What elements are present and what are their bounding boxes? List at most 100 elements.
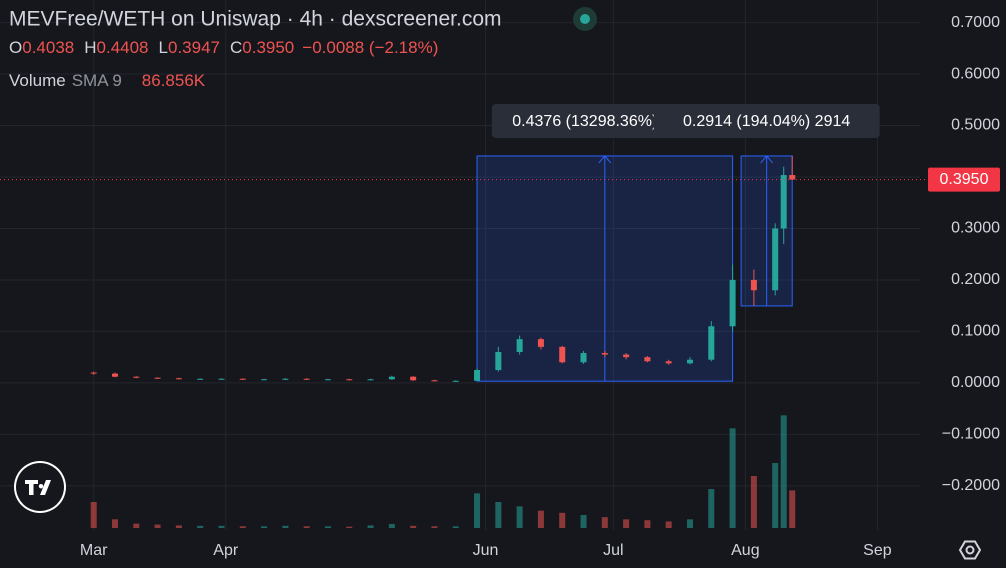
volume-bar [261,526,268,528]
y-tick-label: −0.1000 [942,426,1000,443]
measure-label: 0.2914 (194.04%) 2914 [683,113,850,130]
volume-bar [750,476,757,528]
candle-body [772,228,779,291]
y-tick-label: 0.2000 [951,271,1000,288]
ohlc-key: O [9,38,22,57]
candle-body [197,378,204,380]
volume-bar [175,525,182,528]
y-tick-label: 0.7000 [951,14,1000,31]
candle-body [324,379,331,381]
x-tick-label: Jun [473,542,499,559]
volume-bar [516,506,523,528]
measure-label: 0.4376 (13298.36%) 4376 [512,113,697,130]
x-tick-label: Mar [80,542,108,559]
volume-bar [708,489,715,528]
candle-body [623,354,630,358]
candle-body [644,357,651,362]
candle-body [452,380,459,382]
volume-bar [729,428,736,528]
volume-bar [282,525,289,528]
grid [0,0,920,530]
volume-bar [780,415,787,528]
volume-bar [601,517,608,528]
volume-bar [90,502,97,528]
settings-icon[interactable] [958,540,982,560]
header: MEVFree/WETH on Uniswap · 4h · dexscreen… [9,7,597,90]
candle-body [495,352,502,371]
volume-bar [474,493,481,528]
candles [90,156,796,382]
candle-body [601,353,608,355]
candle-body [516,339,523,352]
y-tick-label: 0.1000 [951,323,1000,340]
volume-bar [623,519,630,528]
volume-bar [452,526,459,528]
volume-bar [559,512,566,528]
candle-body [559,346,566,363]
measure-arrowhead [598,155,612,164]
chart-title: MEVFree/WETH on Uniswap · 4h · dexscreen… [9,8,502,31]
ohlc-key: H [84,38,96,57]
settings-dot [965,545,975,555]
volume-legend: Volume SMA 9 86.856K [9,71,206,90]
volume-pane [90,415,796,528]
volume-bar [772,463,779,528]
ohlc-value: 0.4038 [22,38,74,57]
volume-bar [537,510,544,528]
y-tick-label: 0.5000 [951,117,1000,134]
candle-body [474,370,481,381]
candle-body [537,339,544,347]
price-tag: 0.3950 [940,171,989,188]
candle-body [133,376,140,378]
candle-body [708,326,715,360]
x-tick-label: Aug [731,542,759,559]
candle-body [410,376,417,381]
volume-bar [687,519,693,528]
volume-bar [324,526,331,528]
volume-bar [346,526,353,528]
candle-body [154,377,161,379]
tv-logo[interactable] [14,461,66,513]
candle-body [367,379,374,381]
volume-bar [495,502,502,528]
ohlc-change: −0.0088 (−2.18%) [302,38,438,57]
candle-body [282,378,289,380]
axes: 0.70000.60000.50000.40000.30000.20000.10… [0,14,1000,559]
volume-bar [154,524,161,528]
candle-body [303,378,310,380]
volume-bar [303,526,310,528]
volume-bar [789,490,796,528]
x-tick-label: Sep [863,542,892,559]
candle-body [112,373,118,377]
ohlc-value: 0.3950 [242,38,294,57]
ohlc-key: L [159,38,168,57]
volume-bar [133,523,140,528]
ohlc-row: O0.4038 H0.4408 L0.3947 C0.3950 −0.0088 (−2.… [9,38,438,57]
y-tick-label: −0.2000 [942,477,1000,494]
volume-bar [388,524,395,528]
volume-bar [665,521,672,528]
logo-mark [25,480,51,495]
settings-hex [958,540,982,560]
volume-bar [197,525,204,528]
candle-body [729,279,736,327]
y-tick-label: 0.3000 [951,220,1000,237]
ohlc-key: C [230,38,242,57]
volume-bar [580,515,587,528]
measure-arrowhead [760,155,774,164]
volume-bar [367,525,374,528]
candle-body [431,380,438,382]
candle-body [90,372,97,374]
volume-bar [644,520,651,528]
candle-body [687,359,693,364]
candle-body [346,379,353,381]
volume-name: Volume [9,71,66,90]
candle-body [175,378,182,380]
candle-body [218,378,225,380]
candle-body [261,379,268,381]
volume-bar [410,525,417,528]
volume-bar [112,519,118,528]
